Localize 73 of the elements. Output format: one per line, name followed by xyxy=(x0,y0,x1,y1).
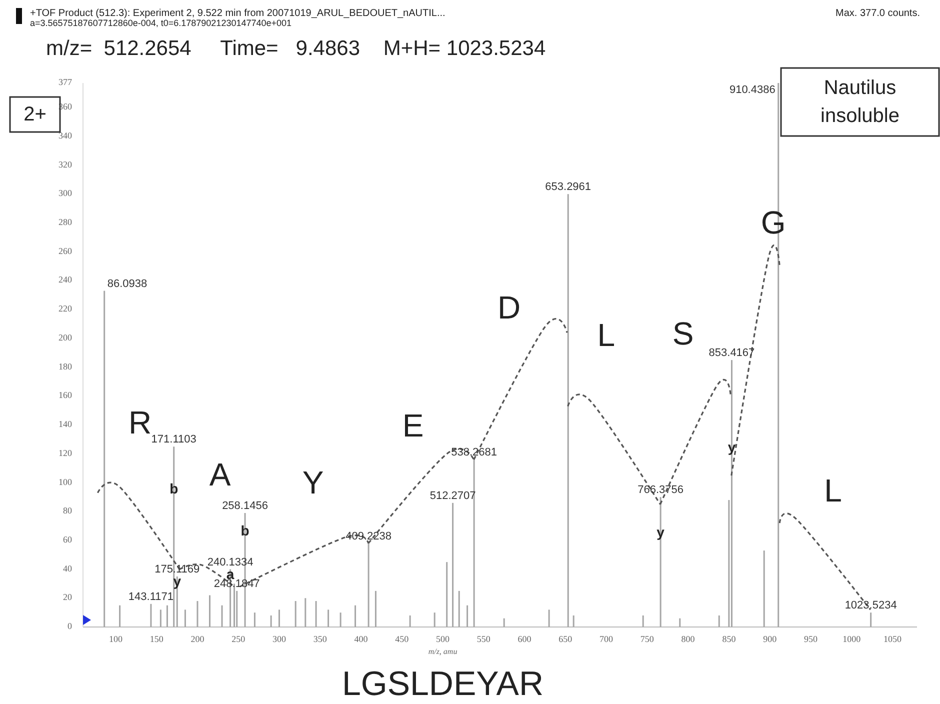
annotation: 538.2681 xyxy=(451,446,497,459)
x-tick-label: 400 xyxy=(354,634,368,644)
x-axis-title: m/z, amu xyxy=(428,647,458,656)
y-tick-label: 100 xyxy=(58,476,72,487)
x-tick-label: 200 xyxy=(190,634,205,644)
annotation: Y xyxy=(302,464,324,500)
y-tick-label: 280 xyxy=(58,217,72,228)
y-tick-label: 200 xyxy=(58,332,72,342)
annotation: 910.4386 xyxy=(729,84,776,96)
annotation: 171.1103 xyxy=(151,434,196,446)
x-tick-label: 850 xyxy=(722,634,736,644)
y-tick-label: 300 xyxy=(58,188,72,198)
annotation: b xyxy=(170,480,178,497)
annotation: R xyxy=(128,404,152,440)
x-tick-label: 700 xyxy=(600,634,614,644)
annotation: L xyxy=(597,317,616,354)
y-tick-label: 240 xyxy=(58,274,72,285)
x-tick-label: 900 xyxy=(763,634,778,644)
y-tick-label: 20 xyxy=(63,592,72,602)
x-tick-label: 100 xyxy=(108,634,123,644)
x-tick-label: 250 xyxy=(232,634,246,644)
y-tick-label: 260 xyxy=(58,246,72,256)
y-tick-label: 377 xyxy=(58,77,72,88)
x-tick-label: 350 xyxy=(313,634,328,644)
x-tick-label: 1000 xyxy=(842,634,862,644)
y-tick-label: 40 xyxy=(63,563,72,574)
annotation: 258.1456 xyxy=(222,500,268,512)
text: Max. 377.0 counts. xyxy=(836,8,920,19)
y-tick-label: 160 xyxy=(58,390,72,400)
annotation: y xyxy=(728,438,736,455)
annotation: A xyxy=(209,456,232,492)
x-tick-label: 950 xyxy=(804,634,818,644)
y-tick-label: 180 xyxy=(58,361,72,372)
annotation: y xyxy=(656,524,665,540)
chart-subtitle: m/z= 512.2654 Time= 9.4863 M+H= 1023.5234 xyxy=(46,37,546,60)
annotation: D xyxy=(497,289,521,326)
x-tick-label: 600 xyxy=(518,634,532,644)
y-tick-label: 220 xyxy=(58,304,72,314)
y-tick-label: 140 xyxy=(58,419,72,430)
x-tick-label: 500 xyxy=(436,634,450,644)
annotation: 1023.5234 xyxy=(844,600,897,612)
chart-title: +TOF Product (512.3): Experiment 2, 9.522 min from 20071019_ARUL_BEDOUET_nAUTIL... xyxy=(30,8,446,19)
y-tick-label: 80 xyxy=(63,506,72,516)
text: a=3.56575187607712860e-004, t0=6.17879021230147740e+001 xyxy=(30,18,292,28)
annotation: b xyxy=(240,522,250,538)
annotation: 512.2707 xyxy=(430,490,476,502)
annotation: y xyxy=(173,572,182,589)
annotation: 86.0938 xyxy=(107,278,148,290)
text: LGSLDEYAR xyxy=(342,665,544,703)
x-tick-label: 150 xyxy=(150,634,164,644)
y-tick-label: 120 xyxy=(58,448,72,458)
annotation: 240.1334 xyxy=(207,556,254,568)
y-tick-label: 60 xyxy=(63,534,72,544)
x-tick-label: 550 xyxy=(476,634,491,644)
x-tick-label: 750 xyxy=(640,634,654,644)
annotation: 143.1171 xyxy=(128,590,174,603)
x-tick-label: 1050 xyxy=(883,634,902,644)
annotation: 653.2961 xyxy=(545,181,592,194)
y-tick-label: 340 xyxy=(58,130,72,140)
x-tick-label: 800 xyxy=(681,634,696,644)
annotation: E xyxy=(402,407,424,444)
x-tick-label: 300 xyxy=(272,634,286,644)
x-tick-label: 450 xyxy=(395,634,410,644)
text: 2+ xyxy=(24,103,46,126)
annotation: 409.2238 xyxy=(346,530,392,542)
y-tick-label: 0 xyxy=(68,621,72,632)
x-tick-label: 650 xyxy=(558,634,573,644)
annotation: 175.1169 xyxy=(154,563,200,576)
annotation: G xyxy=(760,204,786,241)
annotation: 853.4167 xyxy=(708,347,755,360)
annotation: L xyxy=(824,472,842,508)
annotation: S xyxy=(672,315,694,352)
y-tick-label: 320 xyxy=(58,159,72,170)
